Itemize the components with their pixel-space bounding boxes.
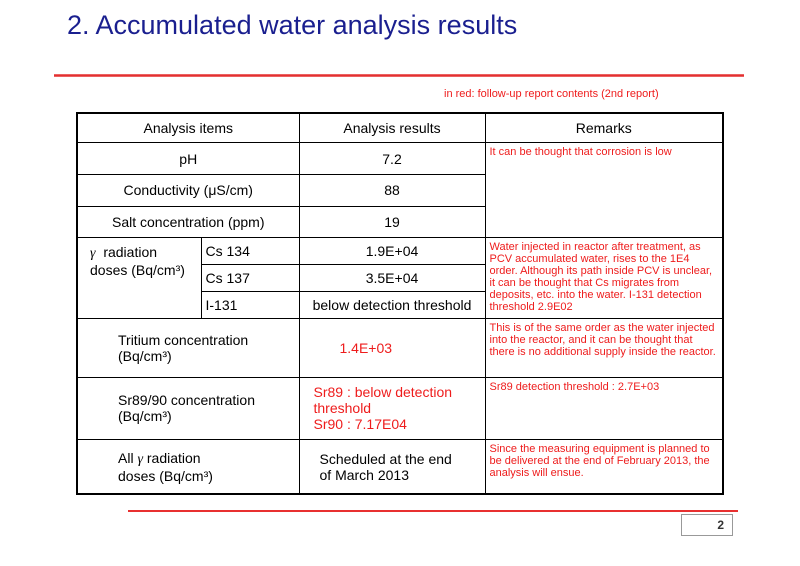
header-analysis-results: Analysis results xyxy=(298,112,486,144)
i131-value: below detection threshold xyxy=(298,291,486,320)
table-row-cs137: Cs 137 3.5E+04 xyxy=(77,263,723,293)
header-analysis-items: Analysis items xyxy=(76,112,300,144)
i131-nuclide: I-131 xyxy=(200,291,300,320)
table-row-i131: I-131 below detection threshold xyxy=(77,291,723,320)
all-gamma-value-line2: of March 2013 xyxy=(319,466,410,483)
all-gamma-value-line1: Scheduled at the end xyxy=(319,450,452,467)
sr-label: Sr89/90 concentration (Bq/cm³) xyxy=(76,376,300,441)
all-gamma-value: Scheduled at the end of March 2013 xyxy=(298,439,486,495)
all-gamma-prefix: All xyxy=(118,449,134,466)
table-row-tritium: Tritium concentration (Bq/cm³) 1.4E+03 T… xyxy=(76,318,724,378)
gamma-label-line2: doses (Bq/cm³) xyxy=(90,261,185,278)
table-header-row: Analysis items Analysis results Remarks xyxy=(76,112,724,144)
sr-remark: Sr89 detection threshold : 2.7E+03 xyxy=(484,376,724,441)
gamma-dose-label: γ radiation doses (Bq/cm³) xyxy=(76,236,202,320)
tritium-remark: This is of the same order as the water i… xyxy=(484,318,724,378)
bottom-divider xyxy=(128,510,738,512)
analysis-results-table: Analysis items Analysis results Remarks … xyxy=(76,112,724,495)
slide-title: 2. Accumulated water analysis results xyxy=(67,10,518,40)
tritium-value: 1.4E+03 xyxy=(298,318,486,378)
corrosion-remark: It can be thought that corrosion is low xyxy=(484,142,724,238)
cs134-nuclide: Cs 134 xyxy=(200,236,300,265)
all-gamma-line1-rest: radiation xyxy=(146,449,201,466)
salt-value: 19 xyxy=(298,205,486,238)
tritium-label-line1: Tritium concentration xyxy=(118,332,249,348)
page-number: 2 xyxy=(681,514,733,536)
all-gamma-label: All γ radiation doses (Bq/cm³) xyxy=(76,439,300,495)
top-divider xyxy=(54,74,744,77)
all-gamma-remark: Since the measuring equipment is planned… xyxy=(484,439,724,495)
sr-label-line1: Sr89/90 concentration xyxy=(118,392,255,409)
cs134-value: 1.9E+04 xyxy=(298,236,486,265)
table-row-salt: Salt concentration (ppm) 19 xyxy=(76,205,723,238)
tritium-label: Tritium concentration (Bq/cm³) xyxy=(76,318,300,378)
gamma-remark: Water injected in reactor after treatmen… xyxy=(484,236,724,320)
header-remarks: Remarks xyxy=(484,112,724,144)
table-row-sr: Sr89/90 concentration (Bq/cm³) Sr89 : be… xyxy=(76,376,724,441)
table-row-ph: pH 7.2 It can be thought that corrosion … xyxy=(76,142,724,238)
sr-value-line3: Sr90 : 7.17E04 xyxy=(313,416,407,433)
tritium-label-line2: (Bq/cm³) xyxy=(118,348,172,364)
table-row-conductivity: Conductivity (μS/cm) 88 xyxy=(76,174,723,207)
follow-up-note: in red: follow-up report contents (2nd r… xyxy=(444,88,659,100)
all-gamma-symbol: γ xyxy=(137,451,143,467)
cs137-nuclide: Cs 137 xyxy=(200,263,300,293)
salt-label: Salt concentration (ppm) xyxy=(76,205,300,238)
cs137-value: 3.5E+04 xyxy=(298,263,486,293)
sr-label-line2: (Bq/cm³) xyxy=(118,408,172,425)
sr-value-line1: Sr89 : below detection xyxy=(313,384,453,401)
conductivity-label: Conductivity (μS/cm) xyxy=(76,174,300,207)
sr-value-line2: threshold xyxy=(313,400,372,417)
all-gamma-line2: doses (Bq/cm³) xyxy=(118,467,213,484)
sr-value: Sr89 : below detection threshold Sr90 : … xyxy=(298,376,486,441)
ph-value: 7.2 xyxy=(298,142,486,176)
gamma-symbol: γ xyxy=(90,245,96,261)
conductivity-value: 88 xyxy=(298,174,486,207)
ph-label: pH xyxy=(76,142,300,176)
table-row-cs134: γ radiation doses (Bq/cm³) Cs 134 1.9E+0… xyxy=(76,236,724,320)
gamma-label-line1: radiation xyxy=(103,243,158,260)
table-row-all-gamma: All γ radiation doses (Bq/cm³) Scheduled… xyxy=(76,439,724,495)
